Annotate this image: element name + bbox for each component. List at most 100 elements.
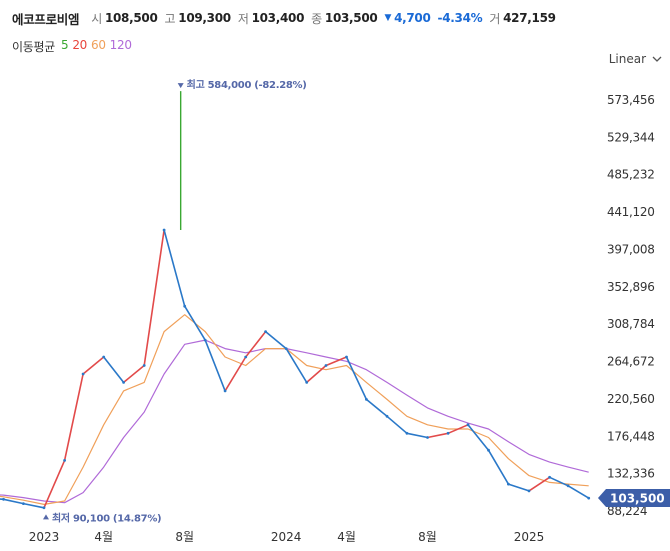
price-segment	[549, 476, 569, 487]
price-segment	[467, 424, 490, 451]
ma-legend-120[interactable]: 120	[109, 38, 132, 52]
y-tick-label-4: 264,672	[607, 355, 655, 369]
price-segment	[23, 502, 45, 509]
close-value: 103,500	[324, 11, 378, 25]
ma120-line	[0, 339, 589, 504]
price-point	[527, 489, 531, 493]
high-label: 고	[164, 11, 176, 26]
moving-average-legend: 이동평균 5 20 60 120	[12, 38, 132, 55]
quote-header: 에코프로비엠 시 108,500 고 109,300 저 103,400 종 1…	[12, 8, 662, 28]
price-point	[223, 389, 227, 393]
change-value: 4,700	[394, 11, 431, 25]
price-segment	[487, 449, 510, 485]
volume-label: 거	[489, 11, 501, 26]
x-tick-label-0: 2023	[29, 530, 60, 544]
ma60-line	[0, 314, 589, 505]
price-segment	[427, 432, 449, 439]
price-segment	[163, 229, 186, 307]
scale-select-label: Linear	[608, 52, 646, 66]
high-value: 109,300	[178, 11, 231, 25]
chevron-down-icon	[652, 56, 662, 62]
y-tick-label-1: 132,336	[607, 467, 655, 481]
price-point	[81, 372, 85, 376]
price-point	[587, 496, 591, 500]
price-point	[284, 347, 288, 350]
price-segment	[528, 476, 551, 492]
y-tick-label-6: 352,896	[607, 280, 655, 294]
price-point	[203, 338, 207, 342]
price-point	[264, 330, 267, 333]
price-segment	[63, 373, 84, 461]
price-segment	[508, 483, 530, 492]
y-tick-label-11: 573,456	[607, 93, 655, 107]
price-point	[142, 364, 146, 367]
price-segment	[3, 498, 24, 505]
price-segment	[285, 348, 308, 383]
y-tick-label-10: 529,344	[607, 130, 655, 144]
price-segment	[204, 339, 226, 392]
stock-name: 에코프로비엠	[12, 11, 80, 27]
open-value: 108,500	[104, 11, 158, 25]
price-point	[162, 228, 166, 232]
price-segment	[345, 356, 368, 400]
price-series	[0, 228, 591, 510]
price-point	[345, 355, 348, 359]
y-tick-label-2: 176,448	[607, 429, 655, 443]
y-tick-label-5: 308,784	[607, 317, 655, 331]
price-point	[548, 475, 551, 479]
x-tick-label-2: 8월	[175, 530, 194, 544]
price-point	[385, 414, 389, 418]
price-segment	[406, 432, 428, 439]
price-point	[365, 398, 368, 401]
x-tick-label-4: 4월	[337, 530, 356, 544]
low-annotation: 최저 90,100 (14.87%)	[52, 511, 161, 524]
y-tick-label-0: 88,224	[607, 504, 647, 518]
close-label: 종	[311, 11, 322, 26]
price-segment	[224, 356, 247, 392]
price-point	[102, 355, 106, 359]
price-point	[63, 459, 66, 462]
y-tick-label-3: 220,560	[607, 392, 655, 406]
price-point	[426, 436, 429, 439]
last-price-label: 103,500	[610, 492, 665, 506]
ma-legend-title: 이동평균	[12, 40, 55, 54]
volume-value: 427,159	[503, 11, 556, 25]
price-point	[122, 381, 125, 384]
y-tick-label-7: 397,008	[607, 242, 655, 256]
price-segment	[103, 356, 125, 383]
price-segment	[447, 424, 469, 435]
ma-legend-60[interactable]: 60	[90, 38, 106, 52]
price-segment	[265, 330, 287, 350]
price-point	[2, 497, 5, 501]
x-tick-label-1: 4월	[94, 530, 113, 544]
price-point	[405, 431, 409, 435]
price-segment	[386, 415, 408, 434]
price-point	[466, 423, 470, 427]
low-value: 103,400	[251, 11, 305, 25]
price-segment	[143, 229, 165, 366]
price-point	[183, 304, 187, 308]
y-tick-label-9: 485,232	[607, 168, 655, 182]
price-segment	[123, 364, 145, 384]
price-point	[324, 364, 328, 367]
triangle-down-icon: ▼	[384, 13, 392, 23]
scale-select[interactable]: Linear	[609, 52, 662, 66]
ma-legend-20[interactable]: 20	[72, 38, 87, 52]
price-point	[507, 482, 510, 486]
price-segment	[567, 485, 590, 499]
last-price-tag	[598, 489, 670, 508]
high-marker-icon	[177, 83, 184, 89]
price-segment	[0, 498, 4, 501]
price-point	[42, 506, 46, 510]
low-label: 저	[237, 11, 249, 26]
price-point	[244, 355, 248, 359]
price-segment	[245, 331, 267, 358]
price-point	[305, 381, 309, 384]
ma-legend-5[interactable]: 5	[60, 38, 69, 52]
price-point	[446, 431, 450, 435]
low-marker-icon	[42, 514, 49, 520]
price-point	[22, 502, 25, 505]
price-segment	[306, 364, 327, 384]
price-point	[487, 448, 490, 452]
